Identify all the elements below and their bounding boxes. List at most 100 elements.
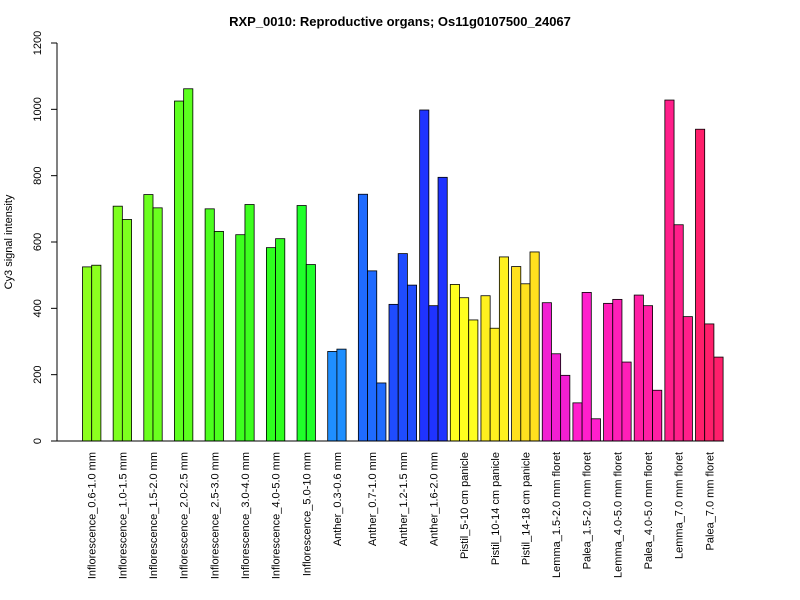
bar-group xyxy=(265,238,286,442)
bar-group xyxy=(112,205,132,442)
bar xyxy=(357,193,368,442)
bar xyxy=(541,302,552,442)
bar-group xyxy=(449,284,479,442)
bar-group xyxy=(511,251,540,442)
bar xyxy=(551,353,562,442)
bar-group xyxy=(174,88,194,442)
bar xyxy=(296,205,307,442)
bar-group xyxy=(327,348,347,442)
y-tick-label: 800 xyxy=(32,166,44,184)
bar xyxy=(489,327,500,442)
y-axis-label: Cy3 signal intensity xyxy=(3,194,15,289)
x-tick-label: Lemma_4.0-5.0 mm floret xyxy=(612,452,624,578)
bar-group xyxy=(204,208,224,442)
bar xyxy=(428,305,439,442)
bar-group xyxy=(388,253,417,442)
bar xyxy=(695,128,706,442)
bar xyxy=(397,253,408,442)
bar xyxy=(419,109,430,442)
x-tick-label: Lemma_1.5-2.0 mm floret xyxy=(551,452,563,578)
bar-group xyxy=(633,294,663,442)
bar xyxy=(305,264,316,442)
x-tick-label: Inflorescence_4.0-5.0 mm xyxy=(271,452,283,579)
bar-group xyxy=(664,99,693,442)
x-tick-label: Anther_0.3-0.6 mm xyxy=(332,452,344,546)
bar xyxy=(560,374,571,442)
chart-title: RXP_0010: Reproductive organs; Os11g0107… xyxy=(229,14,571,29)
bar xyxy=(121,219,132,442)
bar-group xyxy=(143,194,163,442)
x-tick-label: Pistil_5-10 cm panicle xyxy=(459,452,471,559)
bar xyxy=(235,234,246,442)
bar xyxy=(275,238,286,442)
bar xyxy=(621,361,632,442)
bar xyxy=(449,284,460,442)
bar xyxy=(572,402,583,442)
bar xyxy=(673,224,684,442)
bar xyxy=(367,270,378,442)
bar-group xyxy=(357,193,387,442)
bar xyxy=(590,418,601,442)
bar xyxy=(244,204,255,442)
bar-group xyxy=(419,109,448,442)
bar-group xyxy=(82,264,102,442)
y-tick-label: 200 xyxy=(32,365,44,383)
bar xyxy=(498,256,509,442)
bar xyxy=(204,208,215,442)
bar-group xyxy=(695,128,724,442)
x-tick-label: Palea_4.0-5.0 mm floret xyxy=(643,452,655,569)
x-tick-label: Anther_1.2-1.5 mm xyxy=(398,452,410,546)
bar xyxy=(143,194,154,442)
bar xyxy=(91,264,102,442)
bar xyxy=(174,100,185,442)
x-tick-label: Inflorescence_1.5-2.0 mm xyxy=(148,452,160,579)
bar xyxy=(682,316,693,442)
bar xyxy=(643,305,654,442)
bar xyxy=(603,302,614,442)
bar xyxy=(581,292,592,442)
x-tick-label: Lemma_7.0 mm floret xyxy=(674,452,686,559)
y-tick-label: 1000 xyxy=(32,97,44,121)
bar xyxy=(213,230,224,442)
bars xyxy=(82,88,724,442)
y-tick-label: 0 xyxy=(32,438,44,444)
bar xyxy=(529,251,540,442)
bar xyxy=(112,205,123,442)
x-tick-label: Anther_0.7-1.0 mm xyxy=(367,452,379,546)
bar xyxy=(652,389,663,442)
bar xyxy=(183,88,194,442)
bar-group xyxy=(480,256,509,442)
bar xyxy=(152,207,163,442)
x-tick-label: Palea_1.5-2.0 mm floret xyxy=(582,452,594,569)
bar xyxy=(633,294,644,442)
bar xyxy=(265,247,276,442)
bar-group xyxy=(603,298,632,442)
bar xyxy=(664,99,675,442)
bar xyxy=(520,283,531,442)
bar xyxy=(612,298,623,442)
x-tick-label: Anther_1.6-2.0 mm xyxy=(428,452,440,546)
bar xyxy=(468,319,479,442)
bar xyxy=(327,351,338,442)
x-tick-label: Inflorescence_1.0-1.5 mm xyxy=(117,452,129,579)
x-tick-label: Palea_7.0 mm floret xyxy=(704,452,716,550)
bar xyxy=(437,176,448,442)
y-tick-label: 400 xyxy=(32,299,44,317)
x-tick-label: Pistil_10-14 cm panicle xyxy=(490,452,502,565)
bar xyxy=(82,266,93,442)
x-tick-label: Inflorescence_5.0-10 mm xyxy=(301,452,313,576)
bar-group xyxy=(235,204,255,442)
x-tick-label: Pistil_14-18 cm panicle xyxy=(520,452,532,565)
bar xyxy=(511,266,522,442)
x-tick-label: Inflorescence_3.0-4.0 mm xyxy=(240,452,252,579)
bar xyxy=(336,348,347,442)
x-tick-label: Inflorescence_2.5-3.0 mm xyxy=(209,452,221,579)
y-tick-label: 600 xyxy=(32,233,44,251)
bar xyxy=(713,356,724,442)
bar-group xyxy=(296,205,316,442)
bar-group xyxy=(541,302,571,442)
bar-group xyxy=(572,292,601,442)
bar xyxy=(388,303,399,442)
bar xyxy=(406,284,417,442)
x-tick-label: Inflorescence_0.6-1.0 mm xyxy=(87,452,99,579)
